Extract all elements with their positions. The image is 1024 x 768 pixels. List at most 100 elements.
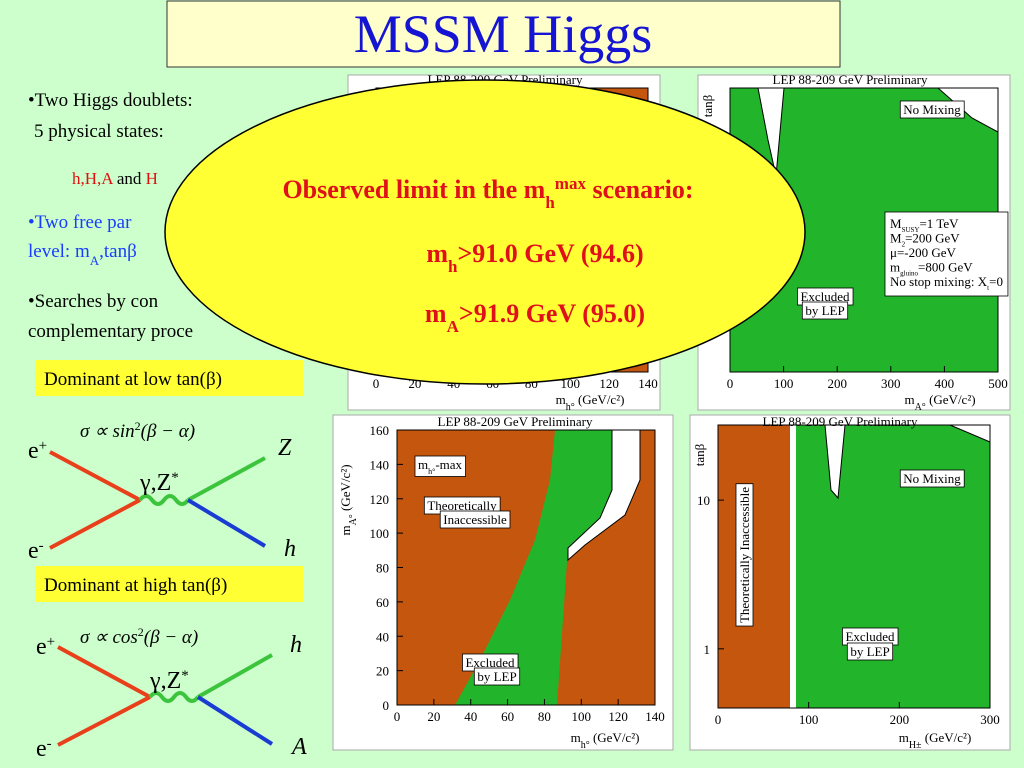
text: =1 TeV [919, 216, 959, 231]
text: m [899, 730, 909, 745]
particle: γ,Z* [149, 668, 189, 694]
note-box [735, 483, 754, 627]
superscript: max [555, 174, 587, 193]
text: γ,Z [139, 470, 171, 496]
x-tick-label: 0 [727, 376, 734, 391]
superscript: * [181, 668, 189, 684]
allowed-region [567, 429, 641, 562]
x-tick-label: 100 [774, 376, 794, 391]
x-tick-label: 140 [638, 376, 658, 391]
title: MSSM Higgs [354, 4, 653, 64]
y-tick-label: 1 [704, 642, 711, 657]
fermion-line [49, 450, 141, 502]
text: tanβ [700, 94, 715, 117]
title-box [166, 0, 841, 68]
fermion-line [57, 695, 151, 747]
x-tick-label: 400 [935, 376, 955, 391]
label: tanβ [692, 443, 707, 466]
text: m [904, 392, 914, 407]
subscript: A° [915, 402, 926, 413]
label: mh°-max [418, 457, 463, 476]
text: (GeV/c²) [926, 392, 976, 407]
label: mh° (GeV/c²) [571, 730, 640, 751]
states-and: and [117, 169, 142, 188]
text: m [571, 730, 581, 745]
y-tick-label: 140 [370, 457, 390, 472]
label: Inaccessible [443, 512, 507, 527]
note-box [801, 301, 849, 320]
text: e [28, 438, 39, 464]
text: scenario: [586, 175, 694, 204]
x-tick-label: 40 [464, 709, 477, 724]
label: mgluino=800 GeV [890, 260, 973, 278]
plot-title: LEP 88-209 GeV Preliminary [763, 414, 918, 429]
inaccessible-region [718, 425, 790, 708]
label: MSUSY=1 TeV [890, 216, 959, 234]
states-a: h,H,A [72, 169, 114, 188]
superscript: * [171, 470, 179, 486]
label: Theoretically Inaccessible [737, 487, 752, 623]
text: (GeV/c²) [922, 730, 972, 745]
bullet-line: complementary proce [28, 321, 193, 342]
x-tick-label: 60 [501, 709, 514, 724]
label: mH± (GeV/c²) [899, 730, 972, 751]
y-tick-label: 120 [370, 492, 390, 507]
fermion-line [186, 498, 267, 548]
label: μ=-200 GeV [890, 245, 957, 260]
bullet: •Searches by con [28, 291, 159, 312]
label: by LEP [805, 303, 844, 318]
superscript: - [39, 538, 44, 554]
text: =200 GeV [905, 231, 960, 246]
text: (GeV/c²) [590, 730, 640, 745]
boson-line [138, 494, 190, 506]
text: by LEP [850, 644, 889, 659]
text: Excluded [845, 629, 895, 644]
text: Theoretically Inaccessible [737, 487, 752, 623]
text: (β − α) [144, 627, 198, 648]
callout-line: mA>91.9 GeV (95.0) [425, 299, 645, 336]
x-tick-label: 140 [645, 709, 665, 724]
boson-line [148, 691, 200, 703]
x-tick-label: 200 [890, 712, 910, 727]
x-tick-label: 300 [881, 376, 901, 391]
superscript: 2 [135, 419, 141, 433]
note-box [884, 211, 1009, 297]
particle: e- [28, 538, 44, 564]
text: (GeV/c²) [575, 392, 625, 407]
states-b: H [146, 169, 158, 188]
y-tick-label: 100 [370, 526, 390, 541]
text: Excluded [465, 655, 515, 670]
label: Theoretically [427, 498, 497, 513]
subscript: A [90, 253, 100, 268]
label: M2=200 GeV [890, 231, 960, 249]
fermion-line [57, 645, 151, 699]
text: e [36, 634, 47, 660]
plot-title: LEP 88-209 GeV Preliminary [773, 72, 928, 87]
label: Excluded [845, 629, 895, 644]
text: m [338, 525, 353, 535]
x-tick-label: 0 [715, 712, 722, 727]
label: Excluded [465, 655, 515, 670]
text: level: m [28, 241, 90, 262]
label-box-text: Dominant at low tan(β) [44, 369, 222, 390]
label: by LEP [850, 644, 889, 659]
particle: γ,Z* [139, 470, 179, 496]
y-tick-label: 40 [376, 629, 389, 644]
text: (GeV/c²) [338, 464, 353, 514]
particle: e+ [36, 634, 55, 660]
x-tick-label: 0 [373, 376, 380, 391]
x-tick-label: 500 [988, 376, 1008, 391]
bullet-line: 5 physical states: [34, 121, 164, 142]
y-tick-label: 20 [376, 664, 389, 679]
label: mA° (GeV/c²) [904, 392, 975, 413]
note-box [899, 100, 965, 119]
subscript: t [987, 284, 989, 292]
text: σ ∝ cos [80, 627, 138, 648]
x-tick-label: 20 [427, 709, 440, 724]
fermion-line [49, 498, 141, 550]
x-tick-label: 120 [608, 709, 628, 724]
text: e [28, 538, 39, 564]
text: -max [435, 457, 462, 472]
text: >91.9 GeV (95.0) [459, 299, 645, 328]
